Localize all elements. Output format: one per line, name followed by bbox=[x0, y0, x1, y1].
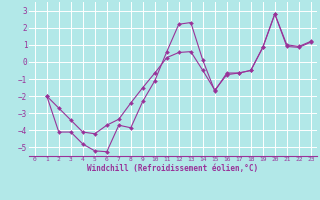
X-axis label: Windchill (Refroidissement éolien,°C): Windchill (Refroidissement éolien,°C) bbox=[87, 164, 258, 173]
